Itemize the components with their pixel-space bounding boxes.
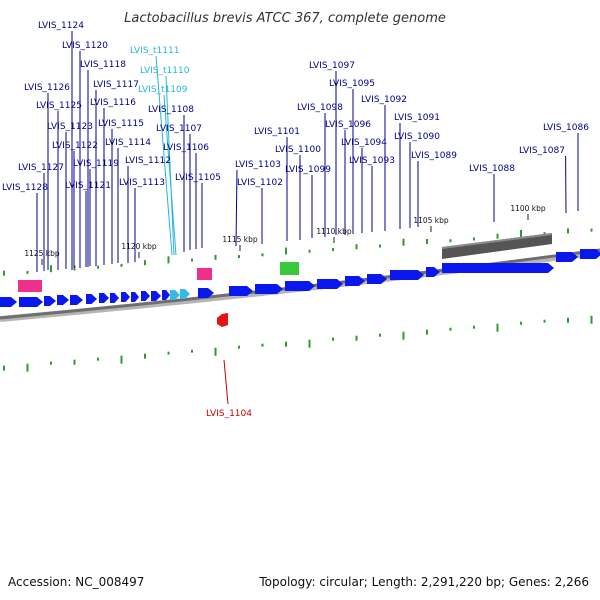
label-lvis-1105[interactable]: LVIS_1105 [175, 173, 221, 183]
ruler-label: 1110 kbp [316, 227, 352, 236]
position-ruler: 1125 kbp 1120 kbp 1115 kbp 1110 kbp 1105 kbp… [24, 204, 546, 265]
gene-arrow[interactable] [110, 293, 119, 303]
leader-line-trna [155, 55, 173, 256]
gene-arrow[interactable] [556, 252, 578, 262]
label-lvis-1095[interactable]: LVIS_1095 [329, 79, 375, 89]
label-lvis-1089[interactable]: LVIS_1089 [411, 151, 457, 161]
label-lvis-t1111[interactable]: LVIS_t1111 [130, 46, 179, 56]
leader-line-trna [163, 94, 177, 256]
ruler-label: 1100 kbp [510, 204, 546, 213]
label-lvis-1098[interactable]: LVIS_1098 [297, 103, 343, 113]
label-lvis-1121[interactable]: LVIS_1121 [65, 181, 111, 191]
label-lvis-1127[interactable]: LVIS_1127 [18, 163, 64, 173]
leader-line-lvis-1104 [223, 359, 229, 405]
gene-arrow[interactable] [19, 297, 43, 307]
rrna-block[interactable] [18, 280, 42, 292]
ruler-label: 1105 kbp [413, 216, 449, 225]
label-lvis-1107[interactable]: LVIS_1107 [156, 124, 202, 134]
trna-arrow[interactable] [170, 290, 180, 300]
label-lvis-1094[interactable]: LVIS_1094 [341, 138, 387, 148]
label-lvis-1117[interactable]: LVIS_1117 [93, 80, 139, 90]
label-lvis-1093[interactable]: LVIS_1093 [349, 156, 395, 166]
label-lvis-1091[interactable]: LVIS_1091 [394, 113, 440, 123]
label-lvis-1104[interactable]: LVIS_1104 [206, 409, 252, 419]
label-lvis-1096[interactable]: LVIS_1096 [325, 120, 371, 130]
label-lvis-1102[interactable]: LVIS_1102 [237, 178, 283, 188]
label-lvis-1114[interactable]: LVIS_1114 [105, 138, 151, 148]
misc-feature-block[interactable] [280, 262, 299, 275]
label-lvis-1106[interactable]: LVIS_1106 [163, 143, 209, 153]
label-lvis-1128[interactable]: LVIS_1128 [2, 183, 48, 193]
label-lvis-1123[interactable]: LVIS_1123 [47, 122, 93, 132]
gene-arrow[interactable] [426, 267, 440, 277]
label-lvis-1090[interactable]: LVIS_1090 [394, 132, 440, 142]
accession-text: Accession: NC_008497 [8, 575, 144, 589]
highlighted-region-bar-top [442, 233, 552, 249]
label-lvis-1112[interactable]: LVIS_1112 [125, 156, 171, 166]
label-lvis-1118[interactable]: LVIS_1118 [80, 60, 126, 70]
label-lvis-1119[interactable]: LVIS_1119 [73, 159, 119, 169]
label-lvis-1092[interactable]: LVIS_1092 [361, 95, 407, 105]
label-lvis-1086[interactable]: LVIS_1086 [543, 123, 589, 133]
region-bar [442, 233, 552, 259]
label-lvis-1126[interactable]: LVIS_1126 [24, 83, 70, 93]
ruler-label: 1115 kbp [222, 235, 258, 244]
gene-arrow[interactable] [0, 297, 17, 307]
label-lvis-1122[interactable]: LVIS_1122 [52, 141, 98, 151]
gene-arrow[interactable] [151, 291, 161, 301]
gene-arrow[interactable] [285, 281, 315, 291]
label-lvis-1103[interactable]: LVIS_1103 [235, 160, 281, 170]
label-lvis-1087[interactable]: LVIS_1087 [519, 146, 565, 156]
label-lvis-1120[interactable]: LVIS_1120 [62, 41, 108, 51]
ruler-label: 1120 kbp [121, 242, 157, 251]
feature-labels: LVIS_1124LVIS_1120LVIS_1118LVIS_1117LVIS… [2, 21, 589, 193]
gene-arrow[interactable] [141, 291, 150, 301]
gene-arrow[interactable] [70, 295, 83, 305]
gene-arrow[interactable] [345, 276, 365, 286]
leader-line [235, 169, 238, 247]
gene-arrow[interactable] [44, 296, 56, 306]
label-lvis-1113[interactable]: LVIS_1113 [119, 178, 165, 188]
summary-text: Topology: circular; Length: 2,291,220 bp… [258, 575, 589, 589]
label-lvis-1116[interactable]: LVIS_1116 [90, 98, 136, 108]
label-lvis-1115[interactable]: LVIS_1115 [98, 119, 144, 129]
gene-lvis-1104-arrow[interactable] [217, 313, 228, 327]
leader-line-trna [165, 75, 175, 256]
trna-arrow[interactable] [180, 289, 190, 299]
label-lvis-1088[interactable]: LVIS_1088 [469, 164, 515, 174]
ruler-label: 1125 kbp [24, 249, 60, 258]
gene-arrow[interactable] [57, 295, 69, 305]
gene-arrow[interactable] [367, 274, 387, 284]
label-lvis-1099[interactable]: LVIS_1099 [285, 165, 331, 175]
gene-arrow[interactable] [198, 288, 214, 298]
gene-arrow[interactable] [99, 293, 109, 303]
label-lvis-1124[interactable]: LVIS_1124 [38, 21, 84, 31]
gene-arrow[interactable] [121, 292, 130, 302]
label-lvis-1125[interactable]: LVIS_1125 [36, 101, 82, 111]
gc-content-track [3, 228, 593, 372]
map-title: Lactobacillus brevis ATCC 367, complete … [124, 11, 446, 26]
label-lvis-t1110[interactable]: LVIS_t1110 [140, 66, 190, 76]
label-lvis-t1109[interactable]: LVIS_t1109 [138, 85, 188, 95]
label-leader-lines [36, 31, 579, 272]
rrna-block[interactable] [197, 268, 212, 280]
highlighted-region-bar [442, 233, 552, 259]
label-lvis-1101[interactable]: LVIS_1101 [254, 127, 300, 137]
gene-arrow[interactable] [86, 294, 97, 304]
gene-arrow[interactable] [442, 263, 554, 273]
gene-arrow[interactable] [162, 290, 170, 300]
label-lvis-1100[interactable]: LVIS_1100 [275, 145, 321, 155]
label-lvis-1097[interactable]: LVIS_1097 [309, 61, 355, 71]
label-lvis-1108[interactable]: LVIS_1108 [148, 105, 194, 115]
feature-track [0, 249, 600, 307]
gene-arrow[interactable] [255, 284, 283, 294]
gene-arrow[interactable] [229, 286, 253, 296]
reverse-strand-track: LVIS_1104 [206, 313, 252, 419]
gene-arrow[interactable] [131, 292, 139, 302]
gene-arrow[interactable] [317, 279, 343, 289]
gene-arrow[interactable] [390, 270, 424, 280]
gene-arrow[interactable] [580, 249, 600, 259]
